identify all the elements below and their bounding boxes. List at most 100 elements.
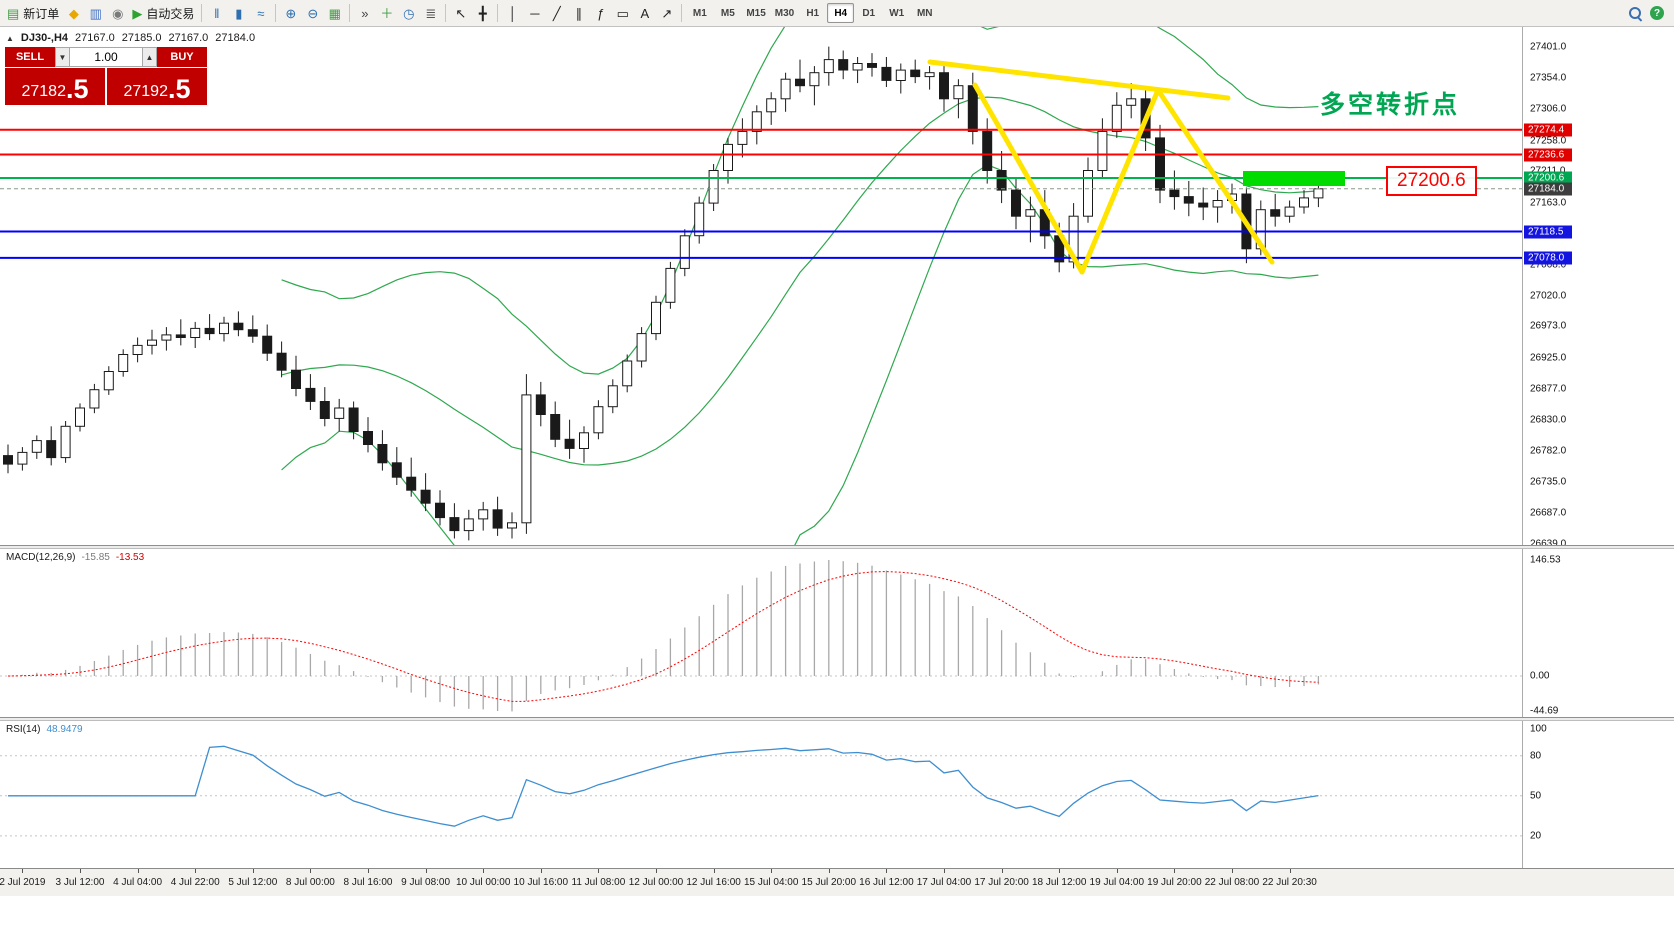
timeframe-m30-button[interactable]: M30	[774, 7, 795, 19]
time-axis-label: 22 Jul 20:30	[1262, 877, 1317, 888]
search-icon[interactable]	[1629, 6, 1642, 20]
timeframe-mn-button[interactable]: MN	[916, 7, 933, 19]
bollinger-bands	[281, 27, 1319, 545]
main-chart[interactable]	[0, 27, 1522, 545]
timeframe-m1-button[interactable]: M1	[692, 7, 707, 19]
price-axis-label: 27163.0	[1530, 197, 1567, 208]
buy-button[interactable]: 27192 .5	[107, 68, 207, 105]
timeframe-h1-button[interactable]: H1	[806, 7, 820, 19]
autotrade-button[interactable]: ▶ 自动交易	[129, 2, 197, 24]
macd-rsi-divider[interactable]	[0, 717, 1674, 721]
indicators-icon: ＋	[380, 5, 394, 21]
trendline-button[interactable]: ╱	[546, 2, 567, 24]
timeframe-m5-button[interactable]: M5	[720, 7, 735, 19]
vertical-line-button[interactable]: │	[502, 2, 523, 24]
time-tick	[828, 869, 830, 873]
time-axis-label: 15 Jul 20:00	[801, 877, 857, 888]
price-tag: 27274.4	[1524, 123, 1572, 137]
macd-chart[interactable]	[0, 549, 1522, 717]
arrows-button[interactable]: ↗	[656, 2, 677, 24]
time-axis-label: 16 Jul 12:00	[859, 877, 914, 888]
time-tick	[1059, 869, 1061, 873]
time-axis[interactable]: 2 Jul 2019 3 Jul 12:00 4 Jul 04:00 4 Jul 22…	[0, 868, 1674, 896]
rsi-chart[interactable]	[0, 721, 1522, 868]
symbol-name: DJ30-,H4	[20, 32, 68, 44]
shapes-button[interactable]: ▭	[612, 2, 633, 24]
time-tick	[540, 869, 542, 873]
cursor-button[interactable]: ↖	[450, 2, 471, 24]
sell-price-fraction: .5	[65, 74, 89, 105]
time-axis-label: 8 Jul 00:00	[285, 877, 335, 888]
help-icon[interactable]: ?	[1650, 6, 1664, 20]
tile-windows-button[interactable]: ▦	[324, 2, 345, 24]
new-order-button[interactable]: ▤ 新订单	[4, 2, 62, 24]
chart-profiles-button[interactable]: ◆	[63, 2, 84, 24]
chart-area[interactable]: ▲ DJ30-,H4 27167.0 27185.0 27167.0 27184…	[0, 27, 1522, 545]
zoom-out-button[interactable]: ⊖	[302, 2, 323, 24]
crosshair-button[interactable]: ╋	[472, 2, 493, 24]
alerts-button[interactable]: ◉	[107, 2, 128, 24]
time-tick	[368, 869, 369, 873]
time-tick	[1289, 869, 1291, 873]
macd-label: MACD(12,26,9) -15.85 -13.53	[6, 552, 145, 563]
horizontal-line-button[interactable]: ─	[524, 2, 545, 24]
time-axis-label: 10 Jul 16:00	[513, 877, 569, 888]
channel-button[interactable]: ∥	[568, 2, 589, 24]
chart-profiles-icon: ◆	[68, 5, 79, 21]
macd-axis[interactable]: 146.53 0.00 -44.69	[1522, 549, 1674, 717]
volume-decrease-button[interactable]: ▼	[55, 47, 70, 67]
buy-label[interactable]: BUY	[157, 47, 207, 67]
sell-label[interactable]: SELL	[5, 47, 55, 67]
data-window-button[interactable]: ▥	[85, 2, 106, 24]
timeframe-d1-button[interactable]: D1	[862, 7, 876, 19]
time-axis-label: 19 Jul 04:00	[1089, 877, 1145, 888]
main-toolbar: ▤ 新订单 ◆ ▥ ◉ ▶ 自动交易 ‖ ▮ ≈ ⊕ ⊖ ▦ » ＋ ◷ ≣ ↖ ╋ │ ─ ╱ ∥ ƒ ▭ A ↗ M1 M5 M15 M…	[0, 0, 1674, 27]
time-axis-label: 17 Jul 04:00	[916, 877, 972, 888]
autotrade-icon: ▶	[132, 5, 143, 21]
price-axis-label: 26830.0	[1530, 414, 1567, 426]
data-window-icon: ▥	[89, 5, 102, 21]
horizontal-lines[interactable]	[0, 128, 1522, 259]
zoom-in-button[interactable]: ⊕	[280, 2, 301, 24]
timeframe-w1-button[interactable]: W1	[889, 7, 905, 19]
timeframe-h4-button[interactable]: H4	[827, 3, 855, 23]
trendline-icon: ╱	[552, 5, 561, 21]
candle-chart-button[interactable]: ▮	[228, 2, 249, 24]
shapes-icon: ▭	[616, 5, 629, 21]
tile-windows-icon: ▦	[328, 5, 341, 21]
time-tick	[425, 869, 427, 873]
volume-input[interactable]	[70, 47, 142, 67]
templates-button[interactable]: ≣	[420, 2, 441, 24]
rsi-axis[interactable]: 100 80 50 20	[1522, 721, 1674, 868]
text-button[interactable]: A	[634, 2, 655, 24]
rsi-line	[8, 745, 1319, 827]
time-axis-label: 12 Jul 00:00	[628, 877, 684, 888]
timeframe-m15-button[interactable]: M15	[746, 7, 766, 19]
fibonacci-icon: ƒ	[597, 5, 605, 21]
indicators-button[interactable]: ＋	[376, 2, 397, 24]
auto-scroll-button[interactable]: »	[354, 2, 375, 24]
sell-button[interactable]: 27182 .5	[5, 68, 105, 105]
turning-point-annotation: 多空转折点	[1320, 91, 1461, 119]
bar-chart-button[interactable]: ‖	[206, 2, 227, 24]
line-chart-button[interactable]: ≈	[250, 2, 271, 24]
time-tick	[1174, 869, 1176, 873]
zoom-in-icon: ⊕	[285, 5, 297, 21]
time-axis-label: 4 Jul 22:00	[170, 877, 220, 888]
macd-axis-label: -44.69	[1530, 705, 1559, 717]
chart-macd-divider[interactable]	[0, 545, 1674, 549]
collapse-arrow-icon[interactable]: ▲	[6, 33, 14, 43]
sell-price: 27182	[21, 83, 66, 101]
volume-increase-button[interactable]: ▲	[142, 47, 157, 67]
fibonacci-button[interactable]: ƒ	[590, 2, 611, 24]
periods-button[interactable]: ◷	[398, 2, 419, 24]
trendlines[interactable]	[927, 59, 1275, 275]
time-tick	[310, 869, 312, 873]
highlight-rect[interactable]	[1243, 171, 1345, 186]
time-tick	[252, 869, 254, 873]
macd-panel[interactable]: MACD(12,26,9) -15.85 -13.53	[0, 549, 1522, 717]
rsi-panel[interactable]: RSI(14) 48.9479	[0, 721, 1522, 868]
buy-price-fraction: .5	[167, 74, 191, 105]
price-axis[interactable]: 27401.0 27354.0 27306.0 27258.0 27211.0 27163…	[1522, 27, 1674, 545]
